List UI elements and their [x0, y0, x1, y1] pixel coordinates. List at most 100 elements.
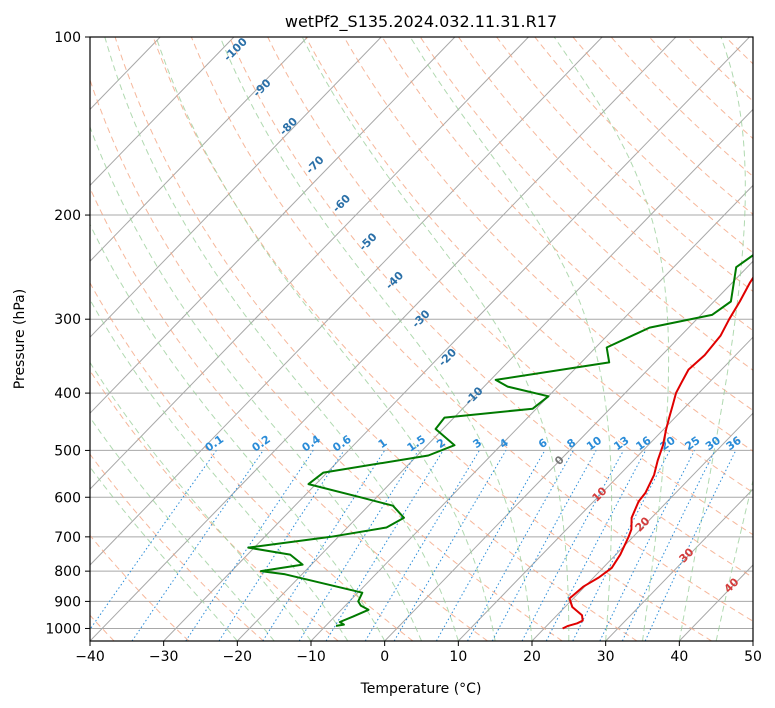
x-tick-label: 20	[523, 649, 541, 665]
mixing-ratio-line	[467, 450, 574, 641]
mixing-ratio-line	[131, 450, 264, 641]
mixing-ratio-line	[572, 450, 671, 641]
mixing-ratio-label: 6	[536, 436, 550, 451]
y-tick-label: 500	[54, 443, 81, 459]
moist-adiabat-label: 30	[677, 545, 697, 565]
moist-adiabat-line	[678, 37, 746, 641]
moist-adiabat-label: 20	[633, 514, 653, 534]
y-axis-label: Pressure (hPa)	[12, 289, 28, 389]
isotherm-line	[163, 37, 750, 641]
y-tick-label: 800	[54, 564, 81, 580]
moist-adiabat-line	[90, 466, 238, 641]
dry-adiabat-label: -20	[436, 346, 459, 369]
y-axis-ticks: 100 200 300 400 500 600 700 800 900 1000	[45, 30, 90, 637]
dry-adiabat-line	[90, 78, 563, 641]
dry-adiabat-line	[764, 37, 775, 641]
isotherm-line	[236, 108, 753, 641]
moist-adiabat-line	[90, 416, 275, 641]
plot-frame	[89, 36, 754, 642]
dry-adiabat-line	[496, 37, 753, 293]
background-lines	[0, 37, 775, 641]
mixing-ratio-label: 0.2	[250, 433, 273, 455]
mixing-ratio-label: 0.6	[330, 432, 354, 454]
dry-adiabat-label: -60	[330, 192, 353, 215]
profile-lines	[247, 254, 753, 630]
dry-adiabat-line	[90, 187, 488, 641]
x-tick-label: 10	[449, 649, 467, 665]
isotherm-line	[310, 184, 753, 641]
dry-adiabat-line	[534, 37, 753, 254]
mixing-ratio-line	[435, 450, 546, 641]
x-tick-label: 0	[380, 649, 389, 665]
isotherm-line	[90, 37, 529, 490]
dry-adiabat-label: -40	[383, 269, 406, 292]
dry-adiabat-label: -100	[221, 35, 250, 64]
dry-adiabat-line	[90, 534, 190, 641]
x-tick-label: −10	[296, 649, 326, 665]
chart-title: wetPf2_S135.2024.032.11.31.R17	[285, 12, 557, 32]
x-tick-label: −20	[223, 649, 253, 665]
y-tick-label: 300	[54, 312, 81, 328]
moist-adiabat-line	[553, 37, 670, 641]
dry-adiabat-label: -30	[409, 307, 432, 330]
isotherm-line	[90, 37, 677, 641]
mixing-ratio-line	[644, 450, 737, 641]
y-tick-label: 700	[54, 530, 81, 546]
dry-adiabat-line	[687, 37, 753, 102]
dry-adiabat-label: -50	[356, 230, 379, 253]
mixing-ratio-line	[599, 450, 695, 641]
mixing-ratio-line	[185, 450, 314, 641]
mixing-ratio-line	[393, 450, 507, 641]
dry-adiabat-line	[458, 37, 753, 332]
isotherm-line	[384, 260, 753, 641]
mixing-ratio-label: 0.4	[300, 432, 324, 454]
x-axis-ticks: −40 −30 −20 −10 0 10 20 30 40 50	[75, 641, 762, 665]
x-axis-label: Temperature (°C)	[360, 681, 482, 697]
moist-adiabat-line	[409, 37, 613, 641]
moist-adiabat-line	[219, 37, 533, 641]
x-tick-label: 40	[670, 649, 688, 665]
isotherm-line	[752, 640, 753, 641]
isotherm-line	[0, 37, 13, 641]
moist-adiabat-line	[301, 37, 570, 641]
dry-adiabat-label: -90	[250, 76, 273, 99]
mixing-ratio-line	[325, 450, 444, 641]
isotherm-line	[90, 37, 308, 262]
mixing-ratio-line	[90, 450, 217, 631]
y-tick-label: 400	[54, 386, 81, 402]
isotherm-line	[90, 37, 456, 414]
isotherm-line	[90, 37, 603, 566]
moist-adiabat-label: 40	[722, 575, 742, 595]
mixing-ratio-line	[621, 450, 716, 641]
isotherm-line	[457, 336, 753, 641]
moist-adiabat-line	[752, 638, 753, 641]
moist-adiabat-line	[715, 478, 753, 641]
y-tick-label: 200	[54, 208, 81, 224]
moist-adiabat-line	[90, 223, 386, 641]
mixing-ratio-line	[545, 450, 647, 641]
dry-adiabat-line	[419, 37, 753, 371]
dry-adiabat-line	[725, 37, 753, 65]
x-tick-label: 50	[744, 649, 762, 665]
dry-adiabat-label: -80	[277, 115, 300, 138]
dry-adiabat-line	[305, 37, 753, 494]
isotherm-line	[90, 37, 235, 187]
x-tick-label: 30	[597, 649, 615, 665]
x-tick-label: −40	[75, 649, 105, 665]
mixing-ratio-line	[364, 450, 480, 641]
mixing-ratio-line	[491, 450, 597, 641]
y-tick-label: 600	[54, 490, 81, 506]
isotherm-line	[90, 37, 382, 338]
dry-adiabat-line	[90, 281, 414, 641]
temperature-profile-line	[562, 276, 753, 630]
dewpoint-profile-line	[247, 254, 753, 627]
mixing-ratio-label: 0.1	[203, 433, 226, 455]
moist-adiabat-line	[90, 361, 312, 641]
moist-adiabat-line	[104, 37, 459, 641]
y-tick-label: 900	[54, 594, 81, 610]
dry-adiabat-line	[90, 369, 339, 641]
dry-adiabat-line	[90, 453, 264, 641]
dry-adiabat-line	[190, 37, 753, 622]
dry-adiabat-line	[572, 37, 753, 215]
